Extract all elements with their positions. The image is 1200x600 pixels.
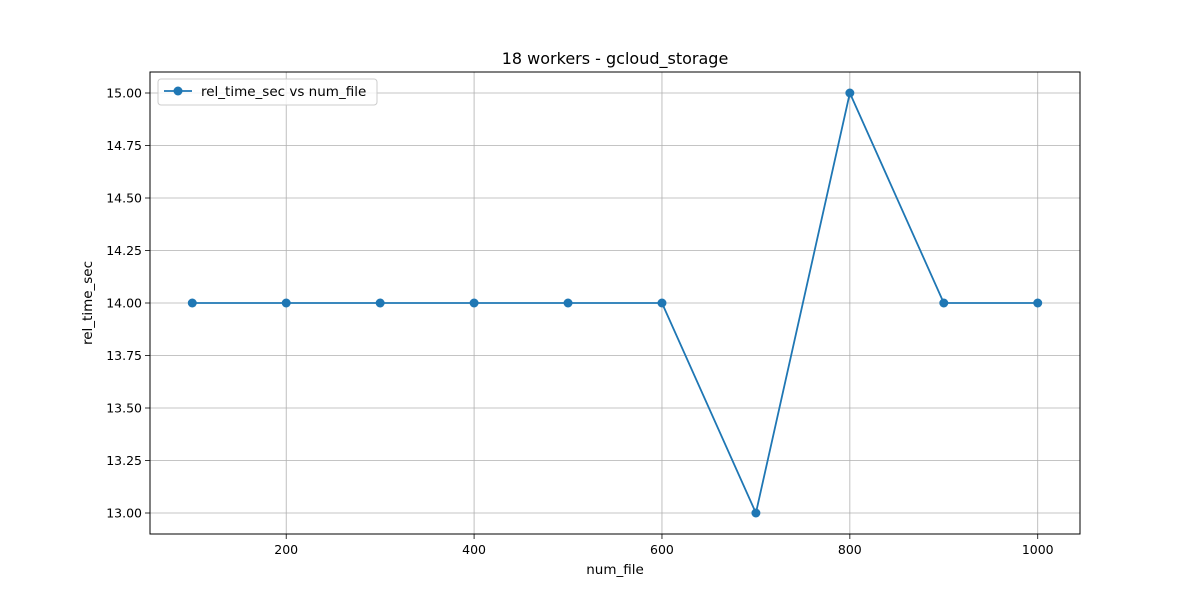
y-tick-label: 14.50 — [106, 191, 142, 206]
y-tick-label: 14.00 — [106, 296, 142, 311]
legend-marker-swatch — [173, 86, 183, 96]
legend-entry-label: rel_time_sec vs num_file — [201, 84, 366, 100]
y-tick-label: 14.75 — [106, 138, 142, 153]
y-tick-label: 13.75 — [106, 348, 142, 363]
y-tick-label: 14.25 — [106, 243, 142, 258]
y-tick-label: 13.50 — [106, 401, 142, 416]
data-point — [845, 88, 855, 98]
y-axis-label: rel_time_sec — [80, 261, 96, 345]
x-tick-label: 800 — [838, 542, 862, 557]
data-point — [375, 298, 385, 308]
x-axis-label: num_file — [586, 562, 644, 578]
x-tick-label: 200 — [274, 542, 298, 557]
data-point — [187, 298, 197, 308]
legend: rel_time_sec vs num_file — [157, 78, 378, 106]
data-point — [657, 298, 667, 308]
data-point — [751, 508, 761, 518]
x-tick-label: 600 — [650, 542, 674, 557]
series-line — [192, 92, 1038, 514]
series-layer — [187, 88, 1043, 518]
x-tick-label: 400 — [462, 542, 486, 557]
chart-title: 18 workers - gcloud_storage — [502, 49, 729, 69]
data-point — [563, 298, 573, 308]
data-point — [281, 298, 291, 308]
data-point — [469, 298, 479, 308]
y-tick-label: 13.00 — [106, 506, 142, 521]
data-point — [939, 298, 949, 308]
x-axis-ticks: 200 400 600 800 1000 — [274, 534, 1054, 557]
legend-box — [157, 78, 378, 106]
data-point — [1033, 298, 1043, 308]
x-tick-label: 1000 — [1022, 542, 1054, 557]
y-tick-label: 13.25 — [106, 453, 142, 468]
y-axis-ticks: 13.00 13.25 13.50 13.75 14.00 14.25 14.50 14.75… — [106, 86, 150, 521]
y-tick-label: 15.00 — [106, 86, 142, 101]
